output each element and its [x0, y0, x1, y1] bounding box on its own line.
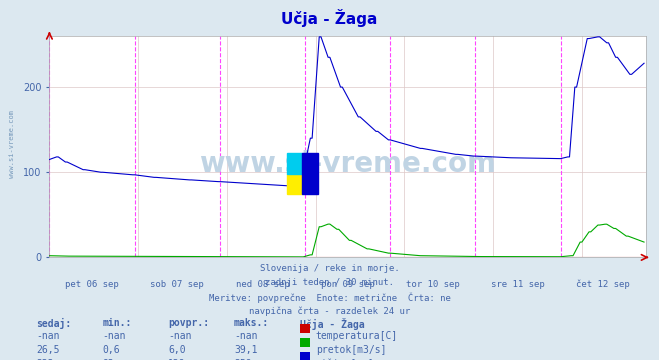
Text: 222: 222: [36, 359, 54, 360]
Text: sob 07 sep: sob 07 sep: [150, 279, 204, 289]
Text: 129: 129: [168, 359, 186, 360]
Text: -nan: -nan: [234, 331, 258, 341]
Text: 6,0: 6,0: [168, 345, 186, 355]
Text: 259: 259: [234, 359, 252, 360]
Text: -nan: -nan: [36, 331, 60, 341]
Text: www.si-vreme.com: www.si-vreme.com: [199, 150, 496, 179]
Text: sedaj:: sedaj:: [36, 318, 71, 329]
Text: www.si-vreme.com: www.si-vreme.com: [9, 110, 14, 178]
Text: ned 08 sep: ned 08 sep: [235, 279, 289, 289]
Text: pon 09 sep: pon 09 sep: [321, 279, 374, 289]
Text: 26,5: 26,5: [36, 345, 60, 355]
Text: temperatura[C]: temperatura[C]: [316, 331, 398, 341]
Text: -nan: -nan: [168, 331, 192, 341]
Text: min.:: min.:: [102, 318, 132, 328]
Text: Meritve: povprečne  Enote: metrične  Črta: ne: Meritve: povprečne Enote: metrične Črta:…: [208, 292, 451, 303]
Text: Učja - Žaga: Učja - Žaga: [300, 318, 364, 329]
Text: pretok[m3/s]: pretok[m3/s]: [316, 345, 386, 355]
Text: čet 12 sep: čet 12 sep: [577, 279, 630, 289]
Text: 39,1: 39,1: [234, 345, 258, 355]
Text: tor 10 sep: tor 10 sep: [406, 279, 460, 289]
Text: višina[cm]: višina[cm]: [316, 359, 374, 360]
Text: pet 06 sep: pet 06 sep: [65, 279, 119, 289]
Text: 0,6: 0,6: [102, 345, 120, 355]
Text: zadnji teden / 30 minut.: zadnji teden / 30 minut.: [265, 278, 394, 287]
Text: povpr.:: povpr.:: [168, 318, 209, 328]
Text: Slovenija / reke in morje.: Slovenija / reke in morje.: [260, 264, 399, 273]
Text: navpična črta - razdelek 24 ur: navpična črta - razdelek 24 ur: [249, 307, 410, 316]
Text: -nan: -nan: [102, 331, 126, 341]
Text: maks.:: maks.:: [234, 318, 269, 328]
Text: sre 11 sep: sre 11 sep: [491, 279, 545, 289]
Text: Učja - Žaga: Učja - Žaga: [281, 9, 378, 27]
Text: 93: 93: [102, 359, 114, 360]
